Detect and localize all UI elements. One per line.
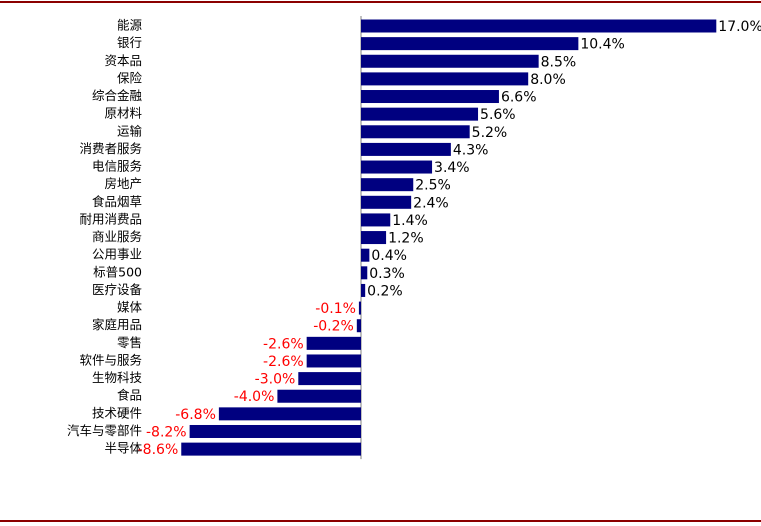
category-label: 汽车与零部件 — [67, 423, 142, 438]
bar — [358, 301, 361, 315]
category-label: 半导体 — [104, 441, 142, 456]
value-label: 2.4% — [413, 195, 449, 211]
category-label: 电信服务 — [92, 159, 142, 174]
category-label: 标普500 — [93, 264, 142, 279]
bar — [189, 424, 361, 438]
bar — [361, 19, 717, 33]
bar — [361, 178, 414, 192]
category-label: 商业服务 — [92, 229, 142, 244]
bar — [361, 125, 470, 139]
value-label: 0.4% — [371, 248, 407, 264]
value-label: 17.0% — [718, 19, 761, 35]
value-label: -2.6% — [263, 354, 304, 370]
bar — [361, 142, 451, 156]
category-label: 家庭用品 — [92, 317, 142, 332]
value-label: -8.2% — [146, 424, 187, 440]
category-label: 零售 — [117, 335, 142, 350]
category-label: 食品 — [117, 388, 142, 403]
bar — [298, 372, 361, 386]
category-label: 耐用消费品 — [79, 211, 142, 226]
category-label: 能源 — [117, 18, 143, 33]
category-label: 公用事业 — [92, 247, 142, 262]
value-label: 1.4% — [392, 213, 428, 229]
bar — [361, 283, 366, 297]
value-label: 8.5% — [541, 54, 577, 70]
bar — [361, 54, 539, 68]
value-label: -0.2% — [313, 319, 354, 335]
value-label: 10.4% — [580, 37, 624, 53]
bar — [361, 160, 433, 174]
category-label: 软件与服务 — [79, 352, 142, 367]
value-label: -8.6% — [138, 442, 179, 458]
category-label: 资本品 — [104, 53, 142, 68]
value-label: -4.0% — [234, 389, 275, 405]
bar — [306, 336, 361, 350]
bar — [277, 389, 361, 403]
category-label: 生物科技 — [92, 370, 143, 385]
bar — [181, 442, 361, 456]
value-label: 1.2% — [388, 231, 424, 247]
bar — [361, 213, 391, 227]
value-label: -2.6% — [263, 336, 304, 352]
value-label: -3.0% — [255, 372, 296, 388]
category-label: 运输 — [117, 123, 143, 138]
value-label: 2.5% — [415, 178, 451, 194]
category-label: 原材料 — [104, 106, 142, 121]
bar — [306, 354, 361, 368]
value-label: 4.3% — [453, 142, 489, 158]
category-label: 保险 — [117, 70, 143, 85]
value-label: 6.6% — [501, 90, 537, 106]
bar — [361, 231, 387, 245]
value-label: 3.4% — [434, 160, 470, 176]
value-label: 0.2% — [367, 283, 403, 299]
category-label: 综合金融 — [92, 88, 143, 103]
category-label: 消费者服务 — [79, 141, 142, 156]
value-label: 8.0% — [530, 72, 566, 88]
bar — [361, 37, 579, 51]
value-label: -0.1% — [315, 301, 356, 317]
category-label: 医疗设备 — [92, 282, 143, 297]
bar — [361, 72, 529, 86]
category-label: 技术硬件 — [92, 405, 142, 420]
bar — [361, 107, 479, 121]
category-label: 银行 — [117, 35, 142, 50]
value-label: 0.3% — [369, 266, 405, 282]
bar — [356, 319, 361, 333]
category-label: 媒体 — [117, 300, 143, 315]
category-label: 房地产 — [104, 176, 142, 191]
bar — [361, 90, 499, 104]
category-label: 食品烟草 — [92, 194, 142, 209]
bar — [361, 248, 370, 262]
bar — [361, 266, 368, 280]
bar — [361, 195, 412, 209]
value-label: -6.8% — [175, 407, 216, 423]
value-label: 5.6% — [480, 107, 516, 123]
bar — [218, 407, 361, 421]
value-label: 5.2% — [472, 125, 508, 141]
